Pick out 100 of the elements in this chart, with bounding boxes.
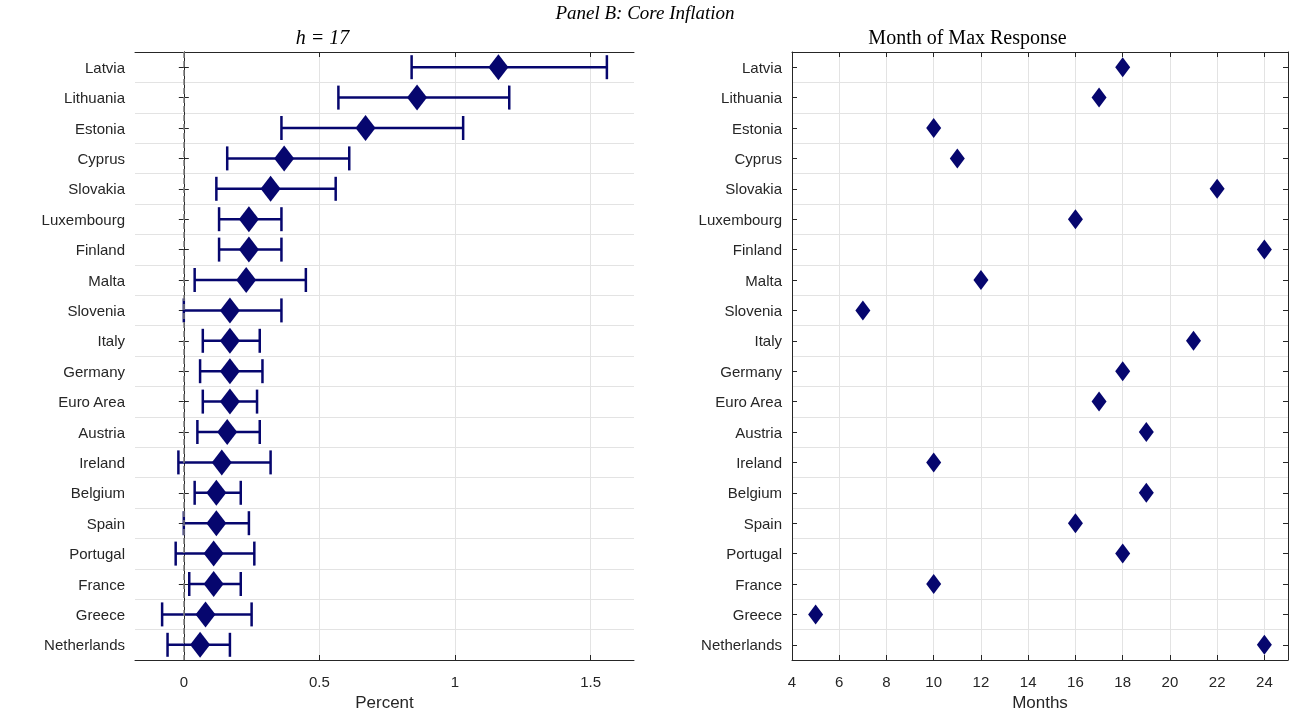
y-tick-label: Ireland	[79, 453, 125, 471]
y-tick-label: France	[735, 575, 782, 593]
point	[1186, 330, 1202, 351]
chart-title: h = 17	[295, 26, 351, 48]
point	[260, 175, 281, 202]
y-tick-label: Belgium	[727, 484, 782, 502]
y-tick-label: Slovenia	[724, 301, 783, 319]
point	[1115, 543, 1131, 564]
y-tick-label: Austria	[735, 423, 783, 441]
chart-title: Month of Max Response	[868, 26, 1067, 49]
point	[219, 388, 240, 415]
point	[219, 327, 240, 354]
y-tick-label: Estonia	[74, 119, 126, 137]
y-tick-label: Italy	[754, 332, 783, 350]
x-tick-label: 18	[1114, 673, 1132, 690]
y-tick-label: Euro Area	[58, 393, 126, 411]
y-tick-label: Austria	[78, 423, 126, 441]
y-tick-label: Slovenia	[67, 301, 126, 319]
y-tick-label: Cyprus	[77, 149, 125, 167]
y-tick-label: Greece	[732, 605, 782, 623]
y-tick-label: Luxembourg	[698, 210, 782, 228]
x-tick-label: 16	[1067, 673, 1084, 690]
point	[236, 267, 257, 293]
point	[1067, 209, 1083, 230]
point	[808, 604, 824, 625]
y-tick-label: Germany	[720, 362, 783, 380]
y-tick-label: Latvia	[741, 58, 783, 76]
y-tick-label: Slovakia	[68, 180, 126, 198]
y-tick-label: Netherlands	[701, 636, 782, 654]
point	[203, 540, 224, 567]
y-tick-label: Latvia	[84, 58, 126, 76]
point	[274, 145, 295, 172]
y-tick-label: Netherlands	[44, 636, 125, 654]
y-tick-label: Portugal	[69, 545, 125, 563]
x-tick-label: 8	[882, 673, 891, 690]
x-tick-label: 1.5	[580, 673, 602, 690]
y-tick-label: Lithuania	[721, 89, 783, 107]
point	[211, 449, 232, 476]
point	[1138, 422, 1154, 442]
point	[1256, 239, 1272, 260]
x-tick-label: 22	[1208, 673, 1226, 690]
y-tick-label: Ireland	[736, 453, 782, 471]
y-tick-label: Spain	[86, 514, 125, 532]
point	[1115, 57, 1131, 78]
point	[355, 115, 376, 141]
point	[1209, 178, 1225, 199]
x-tick-label: 14	[1019, 673, 1037, 690]
point	[855, 300, 871, 321]
point	[206, 479, 227, 506]
point	[203, 571, 224, 597]
x-tick-label: 6	[835, 673, 844, 690]
y-tick-label: Italy	[97, 332, 126, 350]
point	[949, 148, 965, 169]
y-tick-label: Finland	[75, 241, 125, 259]
x-tick-label: 10	[925, 673, 943, 690]
point	[1091, 391, 1107, 412]
y-tick-label: Spain	[743, 514, 782, 532]
point	[190, 631, 211, 658]
point	[1091, 87, 1107, 108]
point	[1256, 634, 1272, 655]
x-tick-label: 4	[787, 673, 797, 690]
point	[488, 54, 509, 81]
point	[238, 236, 259, 263]
y-tick-label: France	[78, 575, 125, 593]
point	[1067, 513, 1083, 534]
point	[926, 452, 942, 473]
point	[238, 206, 259, 233]
y-tick-label: Estonia	[731, 119, 783, 137]
point	[217, 419, 238, 445]
text: Panel B: Core Inflation	[554, 2, 736, 24]
y-tick-label: Portugal	[726, 545, 782, 563]
x-tick-label: 0.5	[308, 673, 330, 690]
point	[1138, 482, 1154, 503]
point	[407, 84, 428, 111]
point	[926, 118, 942, 138]
x-tick-label: 1	[450, 673, 460, 690]
point	[926, 574, 942, 594]
point	[219, 297, 240, 324]
point	[206, 510, 227, 537]
y-tick-label: Belgium	[70, 484, 125, 502]
y-tick-label: Lithuania	[64, 89, 126, 107]
x-tick-label: 12	[972, 673, 990, 690]
point	[195, 601, 216, 628]
point	[219, 358, 240, 385]
y-tick-label: Euro Area	[715, 393, 783, 411]
x-tick-label: 24	[1256, 673, 1273, 690]
y-tick-label: Malta	[745, 271, 783, 289]
x-axis-title: Percent	[355, 692, 415, 712]
y-tick-label: Cyprus	[734, 149, 782, 167]
y-tick-label: Finland	[732, 241, 782, 259]
x-tick-label: 0	[179, 673, 188, 690]
y-tick-label: Greece	[75, 605, 125, 623]
point	[1115, 361, 1131, 382]
y-tick-label: Slovakia	[725, 180, 783, 198]
y-tick-label: Malta	[88, 271, 126, 289]
y-tick-label: Germany	[63, 362, 126, 380]
point	[973, 270, 989, 290]
x-tick-label: 20	[1161, 673, 1179, 690]
x-axis-title: Months	[1012, 692, 1068, 712]
y-tick-label: Luxembourg	[41, 210, 125, 228]
